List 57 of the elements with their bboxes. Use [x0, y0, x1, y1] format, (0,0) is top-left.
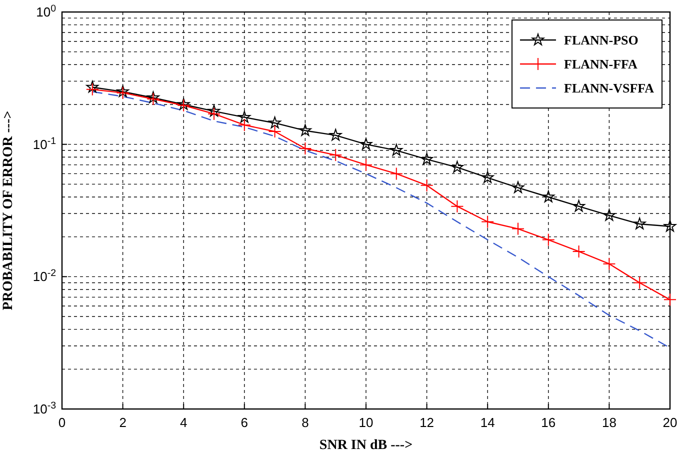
x-tick-label: 0	[58, 415, 66, 430]
point	[238, 118, 251, 132]
x-tick-label: 12	[420, 415, 434, 430]
y-tick-label: 10$^{-2}$	[32, 268, 56, 284]
point	[481, 215, 494, 228]
point	[602, 257, 616, 270]
point	[147, 91, 160, 104]
point	[572, 200, 585, 212]
x-tick-label: 20	[662, 415, 678, 430]
point	[603, 209, 616, 221]
point	[208, 107, 220, 120]
legend-label: FLANN-VSFFA	[564, 80, 655, 96]
point	[329, 148, 342, 162]
x-tick-label: 14	[480, 415, 495, 430]
y-tick-label: 10$^{-3}$	[32, 400, 56, 417]
x-tick-label: 6	[240, 415, 248, 430]
point	[633, 276, 646, 290]
point	[208, 104, 220, 117]
point	[420, 178, 434, 192]
point	[86, 80, 99, 93]
point	[360, 138, 372, 150]
point	[451, 160, 464, 173]
point	[390, 167, 403, 180]
point	[664, 220, 676, 232]
point	[512, 181, 524, 194]
x-tick-label: 2	[119, 415, 126, 430]
point	[298, 142, 312, 156]
x-tick-label: 4	[180, 415, 188, 430]
y-tick-label: 10$^{-1}$	[32, 135, 56, 152]
point	[512, 222, 524, 236]
point	[572, 244, 586, 258]
point	[420, 152, 433, 165]
point	[146, 92, 160, 106]
point	[542, 233, 555, 246]
point	[238, 110, 251, 123]
point	[360, 158, 372, 172]
x-tick-label: 10	[358, 415, 374, 430]
y-axis-title: PROBABILITY OF ERROR --->	[1, 110, 16, 310]
point	[390, 144, 403, 156]
point	[542, 190, 555, 202]
point	[268, 125, 282, 138]
point	[450, 200, 464, 213]
legend-label: FLANN-PSO	[564, 32, 638, 48]
x-axis-title: SNR IN dB --->	[319, 438, 413, 453]
x-tick-label: 16	[541, 415, 556, 430]
point	[329, 128, 342, 141]
x-tick-label: 8	[302, 415, 309, 430]
legend-label: FLANN-FFA	[564, 56, 638, 72]
point	[481, 171, 494, 183]
point	[633, 218, 646, 230]
x-tick-label: 18	[602, 415, 616, 430]
point	[116, 85, 129, 97]
point	[664, 293, 676, 306]
point	[268, 116, 281, 128]
y-tick-label: 10$^{0}$	[36, 3, 57, 20]
point	[86, 82, 99, 96]
point	[299, 124, 312, 136]
